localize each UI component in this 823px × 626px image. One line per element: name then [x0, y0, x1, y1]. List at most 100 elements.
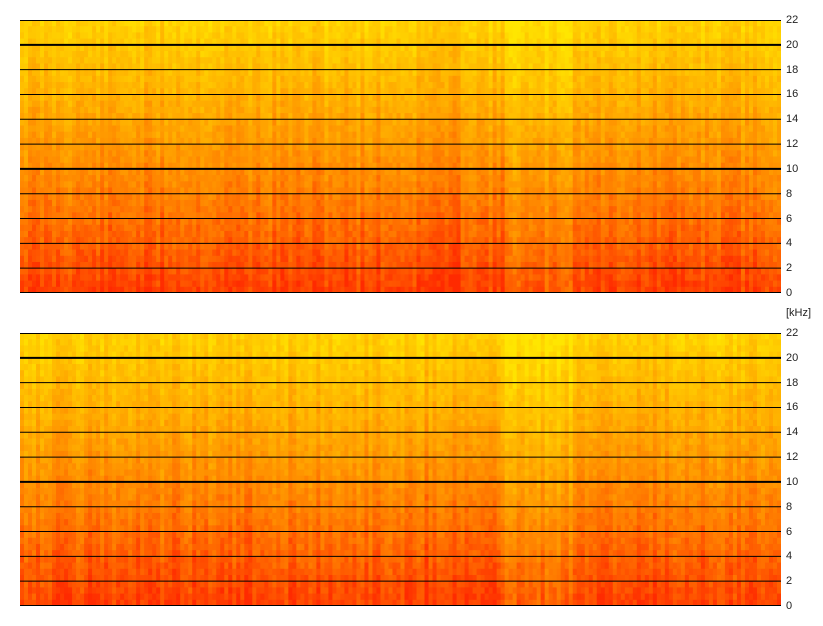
spectrogram-cell [220, 57, 225, 65]
spectrogram-cell [352, 75, 358, 83]
spectrogram-cell [344, 218, 350, 226]
spectrogram-cell [272, 137, 277, 145]
spectrogram-cell [24, 20, 29, 27]
spectrogram-cell [376, 206, 382, 213]
spectrogram-cell [324, 230, 330, 238]
spectrogram-cell [336, 230, 342, 238]
spectrogram-cell [80, 224, 85, 232]
spectrogram-cell [252, 199, 257, 207]
spectrogram-cell [408, 125, 414, 133]
spectrogram-cell [216, 181, 221, 189]
spectrogram-cell [144, 249, 149, 257]
spectrogram-cell [344, 181, 350, 189]
spectrogram-cell [452, 168, 458, 176]
spectrogram-cell [184, 274, 189, 282]
spectrogram-cell [80, 286, 85, 293]
spectrogram-cell [448, 156, 454, 164]
spectrogram-cell [240, 255, 245, 263]
spectrogram-cell [68, 82, 73, 89]
spectrogram-cell [40, 175, 45, 182]
spectrogram-cell [104, 218, 109, 226]
spectrogram-cell [80, 20, 85, 27]
spectrogram-cell [112, 193, 117, 201]
spectrogram-cell [192, 20, 197, 27]
spectrogram-cell [188, 243, 193, 251]
spectrogram-cell [24, 274, 29, 282]
spectrogram-cell [112, 286, 117, 293]
spectrogram-cell [212, 187, 217, 195]
spectrogram-cell [116, 255, 121, 263]
spectrogram-cell [420, 162, 426, 170]
spectrogram-cell [112, 168, 117, 176]
spectrogram-cell [320, 38, 325, 46]
spectrogram-cell [116, 218, 121, 226]
spectrogram-cell [92, 280, 97, 288]
spectrogram-cell [32, 168, 37, 176]
spectrogram-cell [68, 113, 73, 120]
spectrogram-cell [244, 230, 249, 238]
spectrogram-cell [44, 88, 49, 96]
spectrogram-cell [92, 88, 97, 96]
spectrogram-cell [96, 63, 101, 71]
spectrogram-cell [448, 137, 454, 145]
spectrogram-cell [108, 106, 113, 114]
spectrogram-cell [388, 44, 394, 52]
spectrogram-cell [84, 212, 89, 220]
spectrogram-cell [320, 206, 325, 213]
spectrogram-cell [468, 193, 474, 201]
spectrogram-cell [188, 224, 193, 232]
spectrogram-cell [48, 206, 53, 213]
spectrogram-cell [148, 162, 153, 170]
spectrogram-cell [428, 82, 434, 89]
spectrogram-cell [224, 224, 229, 232]
spectrogram-cell [260, 187, 265, 195]
spectrogram-cell [444, 69, 450, 77]
spectrogram-cell [356, 137, 362, 145]
spectrogram-cell [248, 175, 253, 182]
spectrogram-cell [300, 156, 305, 164]
spectrogram-cell [292, 187, 297, 195]
spectrogram-cell [424, 199, 430, 207]
spectrogram-cell [464, 94, 470, 102]
spectrogram-cell [64, 119, 69, 127]
spectrogram-cell [256, 106, 261, 114]
spectrogram-cell [276, 168, 281, 176]
spectrogram-cell [80, 255, 85, 263]
spectrogram-cell [272, 106, 277, 114]
spectrogram-cell [244, 243, 249, 251]
spectrogram-cell [444, 38, 450, 46]
spectrogram-cell [108, 162, 113, 170]
spectrogram-cell [64, 63, 69, 71]
spectrogram-cell [80, 63, 85, 71]
spectrogram-cell [460, 261, 466, 269]
spectrogram-cell [188, 119, 193, 127]
spectrogram-cell [424, 193, 430, 201]
spectrogram-cell [176, 20, 181, 27]
spectrogram-cell [368, 156, 374, 164]
spectrogram-cell [184, 94, 189, 102]
spectrogram-cell [400, 75, 406, 83]
spectrogram-cell [100, 218, 105, 226]
spectrogram-cell [408, 94, 414, 102]
spectrogram-cell [208, 218, 213, 226]
spectrogram-cell [352, 261, 358, 269]
spectrogram-cell [104, 268, 109, 275]
spectrogram-cell [420, 255, 426, 263]
spectrogram-cell [156, 100, 161, 108]
spectrogram-cell [472, 38, 478, 46]
spectrogram-cell [200, 113, 205, 120]
spectrogram-cell [412, 75, 418, 83]
spectrogram-cell [464, 274, 470, 282]
spectrogram-cell [260, 20, 265, 27]
spectrogram-cell [40, 261, 45, 269]
spectrogram-cell [68, 26, 73, 33]
spectrogram-cell [292, 75, 297, 83]
spectrogram-cell [176, 268, 181, 275]
spectrogram-cell [20, 206, 25, 213]
spectrogram-cell [172, 237, 177, 244]
spectrogram-cell [356, 224, 362, 232]
spectrogram-cell [424, 69, 430, 77]
spectrogram-cell [432, 32, 438, 40]
spectrogram-cell [292, 144, 297, 151]
spectrogram-cell [128, 249, 133, 257]
